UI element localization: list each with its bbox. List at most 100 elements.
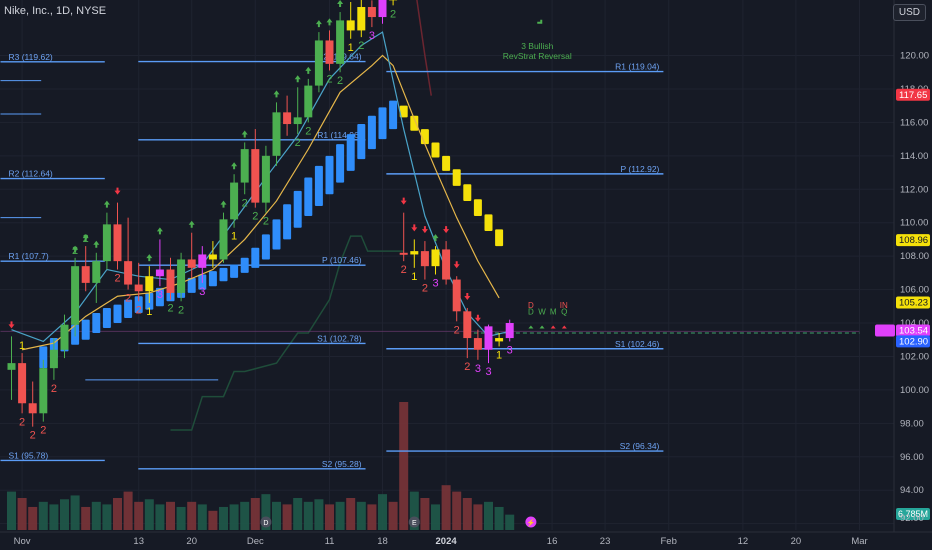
strat-label: 1: [146, 306, 152, 318]
projection-block: [431, 142, 440, 158]
candle: [81, 266, 90, 283]
trend-block: [293, 190, 302, 228]
price-tag-label: 103.54: [899, 326, 928, 337]
x-tick-label: 16: [547, 536, 558, 547]
forecast-letter: W: [538, 308, 546, 317]
candle: [463, 311, 472, 339]
volume-bar: [505, 514, 515, 530]
candle: [442, 249, 451, 280]
x-tick-label: Feb: [661, 536, 677, 547]
strat-label: 2: [125, 293, 131, 305]
volume-bar: [102, 504, 112, 530]
x-tick-label: 23: [600, 536, 611, 547]
trend-block: [357, 124, 366, 160]
trend-block: [389, 100, 398, 130]
x-tick-label: 20: [186, 536, 197, 547]
y-tick-label: 92.00: [900, 513, 924, 524]
volume-bar: [91, 501, 101, 530]
price-tag: [896, 324, 930, 337]
strat-label: 2: [305, 125, 311, 137]
chart-title: Nike, Inc., 1D, NYSE: [4, 5, 107, 17]
candle: [410, 251, 419, 255]
trend-block: [81, 319, 90, 340]
up-arrow-icon: [432, 234, 439, 242]
y-tick-label: 114.00: [900, 151, 928, 162]
strat-label: 2: [422, 283, 428, 295]
volume-bar: [399, 402, 409, 530]
y-tick-label: 102.00: [900, 351, 929, 362]
trend-cloud-line: [170, 235, 404, 431]
pivot-label: P (112.92): [620, 164, 659, 174]
y-tick-label: 100.00: [900, 385, 929, 396]
down-arrow-icon: [421, 226, 428, 234]
strat-label: 2: [464, 361, 470, 373]
volume-tag: [896, 508, 930, 520]
volume-bar: [60, 499, 69, 530]
candle: [378, 0, 387, 18]
x-tick-label: Mar: [851, 536, 867, 547]
projection-block: [410, 115, 419, 131]
strat-label: 1: [231, 231, 237, 243]
volume-bar: [462, 498, 472, 530]
candle: [39, 368, 48, 414]
pivot-label: S2 (95.28): [322, 459, 362, 469]
y-tick-label: 110.00: [900, 218, 928, 229]
volume-bar: [452, 491, 462, 530]
strat-label: 2: [358, 40, 364, 52]
forecast-arrow-icon: [539, 325, 545, 329]
trend-block: [304, 177, 313, 217]
up-arrow-icon: [72, 245, 79, 253]
candle: [155, 269, 164, 277]
volume-bar: [431, 504, 440, 530]
time-axis: [0, 532, 932, 550]
x-tick-label: 11: [325, 536, 335, 547]
volume-bar: [229, 504, 239, 530]
y-tick-label: 104.00: [900, 318, 929, 329]
strat-label: 3: [475, 363, 481, 375]
volume-bar: [155, 504, 165, 530]
price-flag-icon: [875, 324, 895, 337]
volume-bar: [197, 504, 207, 530]
up-arrow-icon: [241, 130, 248, 138]
volume-bar: [335, 501, 345, 530]
x-tick-label: 2024: [436, 536, 458, 547]
candle: [28, 403, 37, 414]
price-tag: [896, 296, 930, 309]
strat-label: 2: [83, 233, 89, 245]
trend-block: [272, 219, 281, 250]
volume-bar: [166, 501, 175, 530]
candle: [124, 261, 133, 285]
down-arrow-icon: [443, 226, 450, 234]
volume-bar: [293, 498, 303, 530]
y-tick-label: 96.00: [900, 452, 924, 463]
volume-bar: [441, 485, 451, 530]
currency-button[interactable]: USD: [892, 4, 926, 21]
event-badge-label: D: [263, 520, 268, 527]
volume-bar: [378, 494, 387, 530]
x-tick-label: Nov: [14, 536, 31, 547]
candle: [420, 251, 429, 267]
up-arrow-icon: [103, 200, 110, 208]
volume-bar: [261, 494, 271, 530]
y-tick-label: 112.00: [900, 184, 928, 195]
trend-block: [134, 296, 143, 313]
volume-bar: [346, 498, 356, 530]
pivot-label: R1 (107.7): [9, 251, 49, 261]
strat-label: 2: [30, 430, 36, 442]
pivot-label: R3 (119.62): [9, 52, 53, 62]
price-tag-label: 117.65: [899, 90, 927, 101]
trend-block: [325, 155, 334, 195]
strat-label: 3: [507, 344, 513, 356]
forecast-letter: Q: [561, 308, 567, 317]
strat-label: 1: [496, 349, 502, 361]
strat-label: 2: [326, 74, 332, 86]
price-tag-label: 108.96: [899, 235, 928, 246]
projection-block: [484, 214, 493, 232]
strat-label: 2: [337, 75, 343, 87]
pivot-label: P (107.46): [322, 255, 362, 265]
event-badge-label: ⚡: [527, 518, 536, 527]
up-arrow-icon: [305, 66, 312, 74]
candle: [367, 7, 376, 18]
down-arrow-icon: [400, 197, 407, 205]
